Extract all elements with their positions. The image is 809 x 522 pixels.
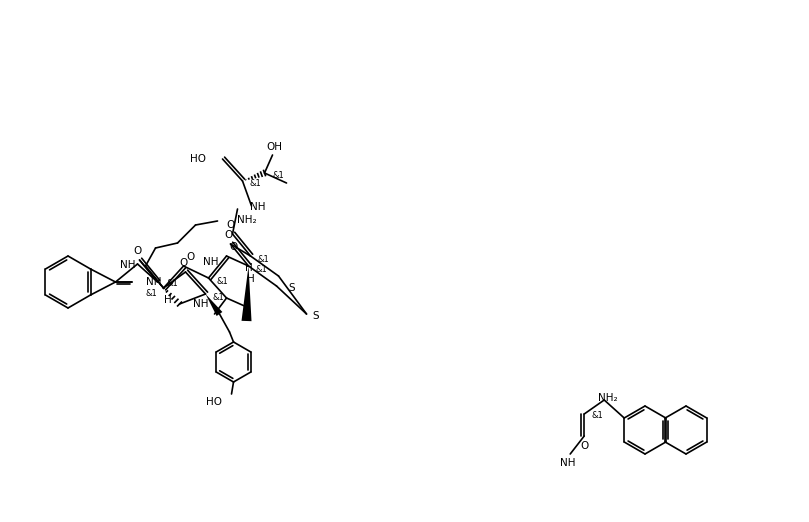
Text: &1: &1	[213, 293, 224, 303]
Text: NH₂: NH₂	[236, 215, 256, 225]
Text: &1: &1	[146, 289, 158, 298]
Text: O: O	[230, 242, 238, 252]
Polygon shape	[205, 294, 222, 316]
Text: H: H	[244, 263, 252, 273]
Text: O: O	[224, 230, 233, 240]
Text: &1: &1	[591, 411, 603, 421]
Text: &1: &1	[257, 255, 269, 264]
Text: OH: OH	[266, 142, 282, 152]
Text: O: O	[187, 252, 195, 262]
Text: NH₂: NH₂	[598, 393, 618, 403]
Text: NH: NH	[146, 277, 161, 287]
Text: HO: HO	[189, 154, 205, 164]
Text: H: H	[163, 295, 172, 305]
Text: O: O	[133, 246, 142, 256]
Text: NH: NH	[193, 299, 208, 309]
Text: &1: &1	[167, 279, 178, 289]
Text: HO: HO	[205, 397, 222, 407]
Text: &1: &1	[256, 265, 267, 274]
Text: S: S	[289, 283, 295, 293]
Text: &1: &1	[249, 180, 261, 188]
Text: O: O	[580, 441, 588, 451]
Text: H: H	[247, 274, 254, 284]
Text: O: O	[227, 220, 235, 230]
Text: NH: NH	[120, 260, 136, 270]
Text: &1: &1	[217, 277, 228, 286]
Polygon shape	[242, 266, 252, 321]
Text: O: O	[180, 258, 188, 268]
Text: NH: NH	[203, 257, 218, 267]
Text: S: S	[312, 311, 319, 321]
Text: &1: &1	[273, 172, 284, 181]
Text: NH: NH	[561, 458, 576, 468]
Text: NH: NH	[249, 202, 265, 212]
